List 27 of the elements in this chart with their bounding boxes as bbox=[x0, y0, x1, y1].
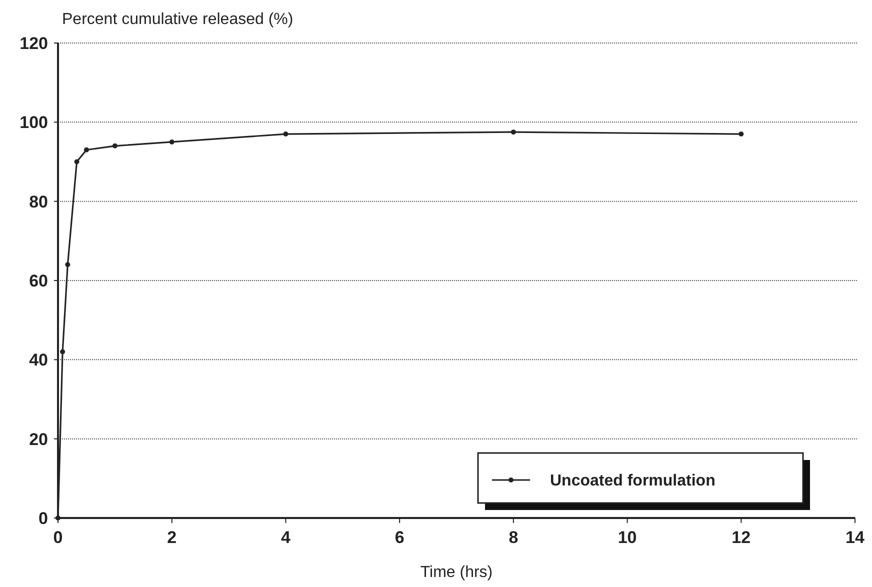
x-tick-label: 14 bbox=[846, 528, 865, 547]
x-axis-title: Time (hrs) bbox=[420, 564, 493, 581]
y-axis-title: Percent cumulative released (%) bbox=[62, 11, 294, 28]
point bbox=[112, 143, 118, 148]
x-tick-label: 12 bbox=[732, 528, 751, 547]
point bbox=[738, 132, 744, 137]
x-tick-label: 6 bbox=[394, 528, 404, 547]
y-tick-label: 20 bbox=[29, 430, 48, 449]
point bbox=[65, 262, 70, 268]
point bbox=[60, 349, 66, 354]
y-tick-label: 120 bbox=[20, 34, 48, 53]
point bbox=[169, 139, 174, 144]
x-tick-label: 4 bbox=[280, 528, 291, 547]
point bbox=[283, 132, 288, 137]
y-tick-label: 80 bbox=[29, 192, 48, 212]
point bbox=[74, 159, 80, 164]
y-tick-label: 40 bbox=[29, 350, 48, 370]
point bbox=[510, 130, 516, 135]
x-tick-label: 0 bbox=[53, 528, 63, 547]
x-tick-label: 10 bbox=[618, 528, 637, 547]
x-tick-label: 8 bbox=[508, 528, 518, 547]
y-tick-label: 60 bbox=[29, 271, 48, 290]
y-tick-label: 0 bbox=[38, 508, 48, 528]
legend-label: Uncoated formulation bbox=[550, 472, 716, 490]
point bbox=[84, 147, 89, 152]
y-tick-label: 100 bbox=[20, 113, 48, 132]
x-tick-label: 2 bbox=[167, 528, 177, 547]
